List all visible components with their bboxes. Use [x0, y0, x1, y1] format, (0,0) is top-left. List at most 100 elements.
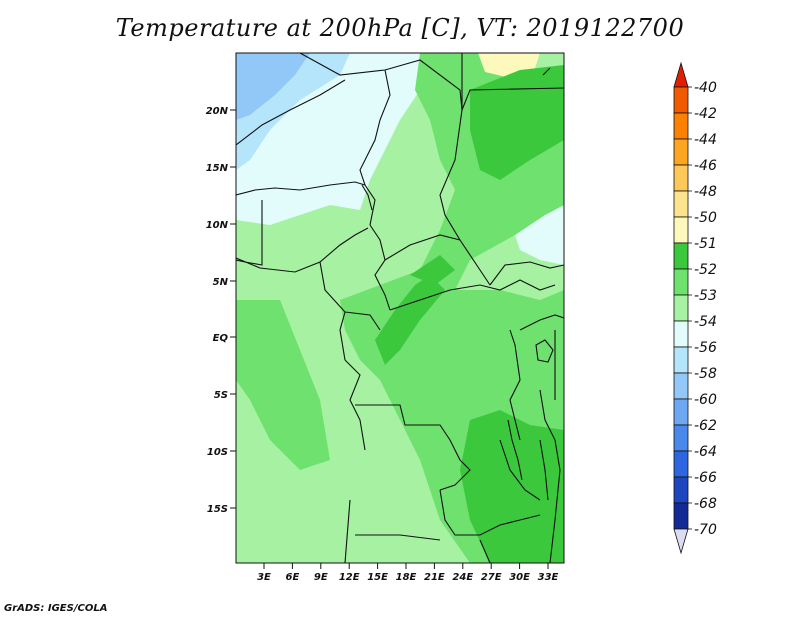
colorbar-swatch	[673, 190, 689, 218]
lon-label: 6E	[286, 572, 300, 583]
colorbar-label: -62	[694, 418, 717, 434]
colorbar-swatch	[673, 268, 689, 296]
lake-tanganyika	[507, 419, 523, 481]
map-title: Temperature at 200hPa [C], VT: 201912270…	[115, 14, 685, 42]
lat-label: 5S	[214, 390, 228, 401]
border-algeria-mali	[236, 79, 346, 146]
map-frame	[235, 52, 565, 564]
lon-label: 24E	[452, 572, 473, 583]
longitude-axis: 3E 6E 9E 12E 15E 18E 21E 24E 27E 30E 33E	[257, 563, 559, 583]
border-uganda	[519, 314, 564, 331]
border-libya	[299, 53, 463, 111]
colorbar-label: -56	[694, 340, 717, 356]
colorbar-swatch	[673, 320, 689, 348]
colorbar-swatch	[673, 476, 689, 504]
colorbar-bottom-arrow	[673, 528, 689, 555]
border-angola-namibia	[344, 499, 351, 563]
colorbar-swatch	[673, 372, 689, 400]
temperature-field	[236, 53, 564, 563]
redsea-coast	[542, 67, 551, 76]
colorbar-swatch	[673, 424, 689, 452]
colorbar-swatch	[673, 138, 689, 166]
lat-label: EQ	[213, 333, 229, 344]
lat-label: 20N	[206, 106, 229, 117]
colorbar-swatch	[673, 450, 689, 478]
lon-label: 18E	[396, 572, 417, 583]
region-51-northeast	[470, 65, 564, 180]
lon-label: 15E	[367, 572, 388, 583]
colorbar-label: -66	[694, 470, 717, 486]
colorbar-label: -44	[694, 132, 717, 148]
lat-label: 15S	[207, 504, 228, 515]
lat-label: 15N	[206, 163, 229, 174]
lake-victoria	[535, 339, 554, 363]
latitude-axis: 20N 15N 10N 5N EQ 5S 10S 15S	[206, 106, 236, 515]
border-zambia	[439, 489, 541, 536]
colorbar-swatch	[673, 86, 689, 114]
region-54-east	[515, 205, 564, 265]
lon-label: 12E	[339, 572, 360, 583]
colorbar-label: -60	[694, 392, 717, 408]
colorbar-label: -48	[694, 184, 717, 200]
colorbar-top-arrow	[673, 61, 689, 88]
border-lakes	[509, 329, 521, 441]
border-benin	[236, 200, 263, 266]
border-egypt-sudan	[461, 53, 564, 111]
border-zimbabwe	[479, 539, 491, 563]
colorbar-swatch	[673, 294, 689, 322]
country-borders	[236, 53, 564, 563]
lon-label: 30E	[509, 572, 530, 583]
border-cameroon-car	[369, 224, 391, 311]
colorbar: -40 -42 -44 -46 -48 -50 -51 -52 -53 -54 -56 -58 -60 -…	[673, 61, 717, 555]
colorbar-swatch	[673, 502, 689, 530]
colorbar-label: -58	[694, 366, 717, 382]
grads-credit: GrADS: IGES/COLA	[4, 603, 108, 614]
lon-label: 27E	[481, 572, 502, 583]
colorbar-label: -46	[694, 158, 717, 174]
lon-label: 3E	[257, 572, 271, 583]
lon-label: 9E	[314, 572, 328, 583]
border-car-drc	[389, 279, 556, 311]
colorbar-label: -40	[694, 80, 717, 96]
border-namibia	[355, 534, 441, 541]
colorbar-swatch	[673, 112, 689, 140]
region-51-patch	[410, 255, 455, 285]
border-nigeria-niger	[236, 181, 366, 196]
colorbar-label: -53	[694, 288, 717, 304]
border-chad-car	[384, 234, 461, 261]
border-chad-sudan	[439, 109, 491, 286]
colorbar-label: -70	[694, 522, 717, 538]
colorbar-swatch	[673, 346, 689, 374]
colorbar-label: -52	[694, 262, 717, 278]
colorbar-swatch	[673, 242, 689, 270]
border-drc-angola-north	[344, 359, 366, 451]
colorbar-label: -50	[694, 210, 717, 226]
colorbar-label: -64	[694, 444, 717, 460]
region-51-southeast	[460, 410, 564, 563]
border-malawi	[499, 439, 541, 501]
colorbar-label: -42	[694, 106, 717, 122]
border-niger-chad	[359, 69, 391, 226]
colorbar-swatch	[673, 164, 689, 192]
region-58-northwest	[236, 53, 310, 120]
lat-label: 5N	[213, 277, 229, 288]
lon-label: 21E	[424, 572, 445, 583]
region-53-southwest	[236, 470, 340, 563]
lon-label: 33E	[538, 572, 559, 583]
region-52-westcoast	[236, 300, 330, 470]
lat-label: 10N	[206, 220, 229, 231]
border-tanzania-mozambique	[539, 389, 561, 563]
colorbar-label: -54	[694, 314, 717, 330]
region-53-south	[345, 460, 450, 563]
border-congo	[344, 311, 381, 331]
colorbar-swatch	[673, 398, 689, 426]
colorbar-label: -68	[694, 496, 717, 512]
lake-malawi	[539, 439, 549, 501]
colorbar-label: -51	[694, 236, 717, 252]
region-53-west	[236, 230, 300, 300]
colorbar-swatch	[673, 216, 689, 244]
lat-label: 10S	[207, 447, 228, 458]
border-angola-drc	[355, 404, 471, 491]
lake-chad	[361, 184, 373, 211]
